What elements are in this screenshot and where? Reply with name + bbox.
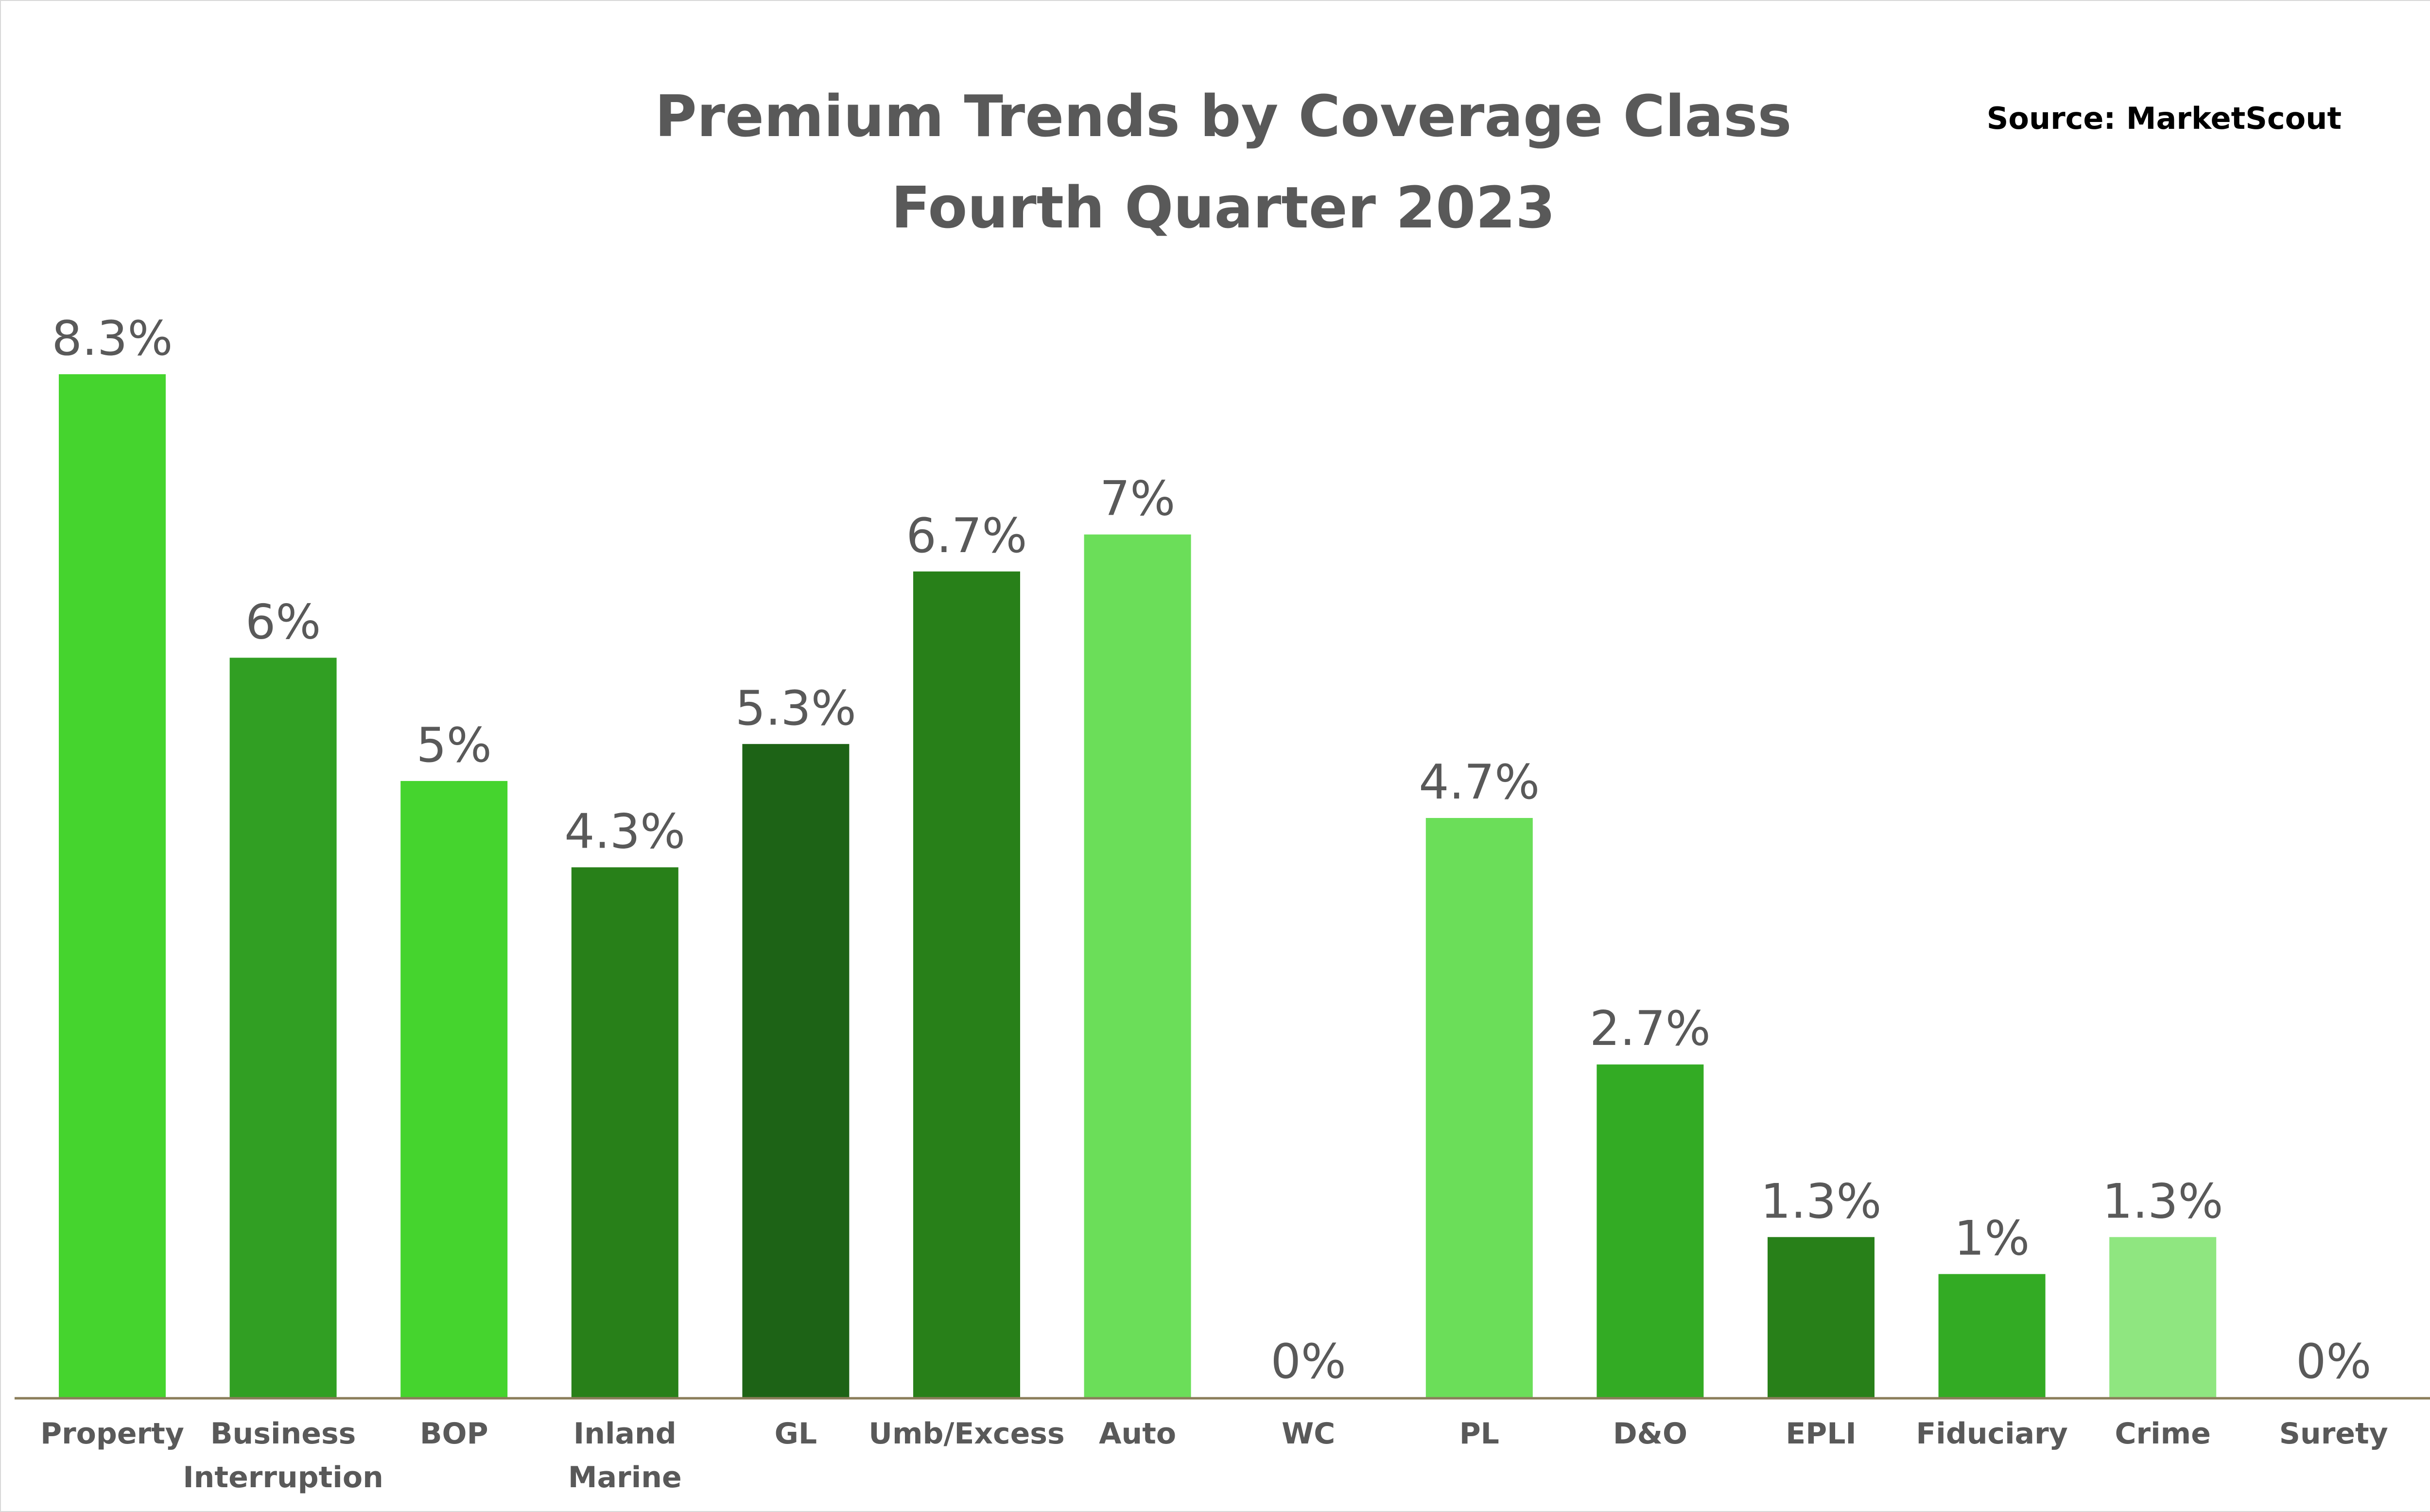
value-label-11: 1% <box>1954 1211 2030 1266</box>
category-label-4: GL <box>775 1417 817 1451</box>
bar-9 <box>1597 1064 1704 1397</box>
bar-0 <box>59 374 166 1397</box>
bar-10 <box>1768 1237 1875 1397</box>
chart-title: Premium Trends by Coverage Class <box>655 83 1792 150</box>
chart-source: Source: MarketScout <box>1986 101 2342 136</box>
bar-11 <box>1938 1274 2046 1397</box>
category-label-7: WC <box>1282 1417 1335 1451</box>
value-label-7: 0% <box>1270 1334 1346 1390</box>
category-label-2: BOP <box>420 1417 488 1451</box>
category-label-11: Fiduciary <box>1916 1417 2068 1451</box>
category-label-13: Surety <box>2279 1417 2388 1451</box>
category-label-group: Property Business Interruption BOP Inland Mar… <box>40 1417 2388 1495</box>
category-label-9: D&O <box>1613 1417 1687 1451</box>
value-label-13: 0% <box>2296 1334 2371 1390</box>
value-label-10: 1.3% <box>1761 1174 1882 1229</box>
bar-2 <box>400 781 508 1397</box>
category-label-10: EPLI <box>1786 1417 1857 1451</box>
bar-8 <box>1425 818 1533 1397</box>
value-label-3: 4.3% <box>564 804 685 860</box>
category-label-6: Auto <box>1099 1417 1176 1451</box>
bar-4 <box>742 744 850 1397</box>
category-label-3: Inland Marine <box>568 1417 682 1495</box>
category-label-12: Crime <box>2115 1417 2210 1451</box>
category-label-8: PL <box>1459 1417 1499 1451</box>
value-label-12: 1.3% <box>2102 1174 2223 1229</box>
value-label-4: 5.3% <box>735 681 856 736</box>
value-label-8: 4.7% <box>1419 755 1540 810</box>
bar-12 <box>2109 1237 2217 1397</box>
chart-subtitle: Fourth Quarter 2023 <box>891 174 1556 241</box>
value-label-0: 8.3% <box>52 311 173 366</box>
category-label-5: Umb/Excess <box>868 1417 1064 1451</box>
value-label-9: 2.7% <box>1590 1001 1711 1057</box>
bar-6 <box>1084 534 1191 1397</box>
category-label-0: Property <box>40 1417 184 1451</box>
value-label-5: 6.7% <box>906 508 1027 564</box>
bar-1 <box>229 658 337 1397</box>
value-label-1: 6% <box>245 594 321 650</box>
value-label-6: 7% <box>1100 471 1175 527</box>
value-label-2: 5% <box>416 718 491 773</box>
bar-5 <box>913 571 1020 1397</box>
bar-group <box>59 374 2217 1397</box>
value-label-group: 8.3% 6% 5% 4.3% 5.3% 6.7% 7% 0% 4.7% 2.7% 1.3% 1% 1.… <box>52 311 2372 1390</box>
bar-3 <box>571 867 678 1397</box>
category-label-1: Business Interruption <box>183 1417 383 1495</box>
